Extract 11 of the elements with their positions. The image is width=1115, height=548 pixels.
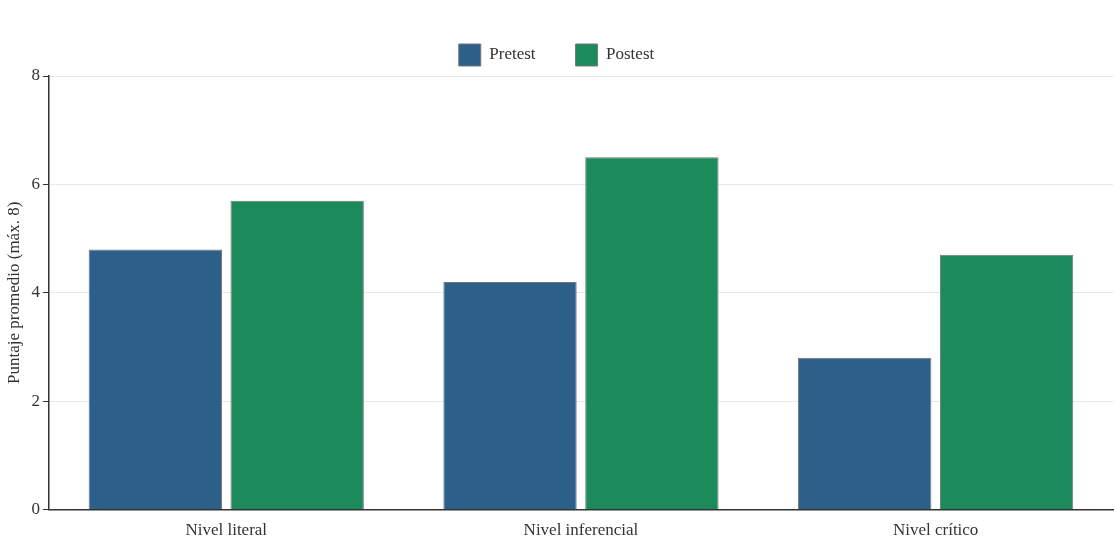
x-tick-label: Nivel literal <box>185 520 268 540</box>
y-tick-label: 2 <box>31 390 40 410</box>
legend-label: Postest <box>606 44 655 64</box>
x-tick-label: Nivel inferencial <box>523 520 639 540</box>
legend-label: Pretest <box>489 44 536 64</box>
y-tick-label: 0 <box>31 499 40 519</box>
y-axis-title: Puntaje promedio (máx. 8) <box>3 201 23 384</box>
y-tick-label: 6 <box>31 173 40 193</box>
x-tick-label: Nivel crítico <box>892 520 979 540</box>
y-tick-label: 4 <box>31 282 41 302</box>
y-tick-label: 8 <box>31 65 40 85</box>
